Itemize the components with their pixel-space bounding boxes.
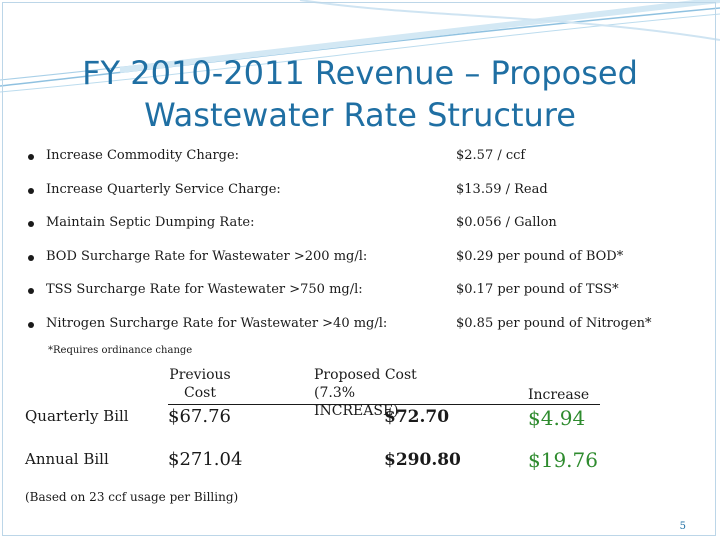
bullet-icon [28, 154, 34, 160]
previous-header-line-1: Previous [169, 367, 231, 383]
title-line-2: Wastewater Rate Structure [144, 96, 576, 134]
annual-proposed-cost: $290.80 [384, 450, 461, 470]
bullet-icon [28, 288, 34, 294]
bullet-icon [28, 221, 34, 227]
annual-previous-cost: $271.04 [168, 449, 243, 470]
rate-item: Increase Commodity Charge: $2.57 / ccf [28, 148, 708, 182]
quarterly-previous-cost: $67.76 [168, 406, 231, 427]
annual-bill-label: Annual Bill [25, 450, 109, 468]
previous-header-line-2: Cost [184, 385, 216, 401]
rate-item: Nitrogen Surcharge Rate for Wastewater >… [28, 316, 708, 350]
rate-label: Increase Commodity Charge: [46, 148, 240, 163]
rate-label: Increase Quarterly Service Charge: [46, 181, 281, 197]
ordinance-note: *Requires ordinance change [48, 345, 193, 356]
rate-list: Increase Commodity Charge: $2.57 / ccf I… [28, 148, 708, 349]
proposed-cost-header: Proposed Cost (7.3% INCREASE) [314, 366, 444, 420]
rate-value: $0.85 per pound of Nitrogen* [456, 315, 652, 331]
wave-decoration [0, 0, 720, 93]
quarterly-increase: $4.94 [528, 406, 586, 430]
rate-value: $0.29 per pound of BOD* [456, 248, 624, 264]
rate-value: $0.17 per pound of TSS* [456, 282, 619, 297]
annual-increase: $19.76 [528, 448, 598, 472]
rate-label: Maintain Septic Dumping Rate: [46, 215, 255, 230]
rate-value: $0.056 / Gallon [456, 215, 557, 230]
title-line-1: FY 2010-2011 Revenue – Proposed [82, 54, 638, 92]
rate-label: BOD Surcharge Rate for Wastewater >200 m… [46, 248, 368, 264]
previous-cost-header: Previous Cost [168, 366, 232, 402]
header-underline [168, 404, 600, 405]
page-number: 5 [679, 521, 686, 532]
bullet-icon [28, 187, 34, 194]
slide-title: FY 2010-2011 Revenue – Proposed Wastewat… [60, 52, 660, 136]
rate-value: $2.57 / ccf [456, 148, 526, 163]
increase-header: Increase [528, 387, 590, 403]
bullet-icon [28, 321, 34, 328]
rate-item: Increase Quarterly Service Charge: $13.5… [28, 182, 708, 216]
rate-label: Nitrogen Surcharge Rate for Wastewater >… [46, 315, 388, 331]
rate-item: Maintain Septic Dumping Rate: $0.056 / G… [28, 215, 708, 249]
bullet-icon [28, 254, 34, 261]
rate-item: BOD Surcharge Rate for Wastewater >200 m… [28, 249, 708, 283]
quarterly-proposed-cost: $72.70 [384, 407, 450, 427]
quarterly-bill-label: Quarterly Bill [25, 407, 129, 425]
rate-value: $13.59 / Read [456, 181, 548, 197]
proposed-header-line-2: (7.3% INCREASE) [314, 385, 399, 419]
usage-footnote: (Based on 23 ccf usage per Billing) [25, 490, 239, 504]
rate-label: TSS Surcharge Rate for Wastewater >750 m… [46, 282, 363, 297]
rate-item: TSS Surcharge Rate for Wastewater >750 m… [28, 282, 708, 316]
proposed-header-line-1: Proposed Cost [314, 367, 417, 383]
